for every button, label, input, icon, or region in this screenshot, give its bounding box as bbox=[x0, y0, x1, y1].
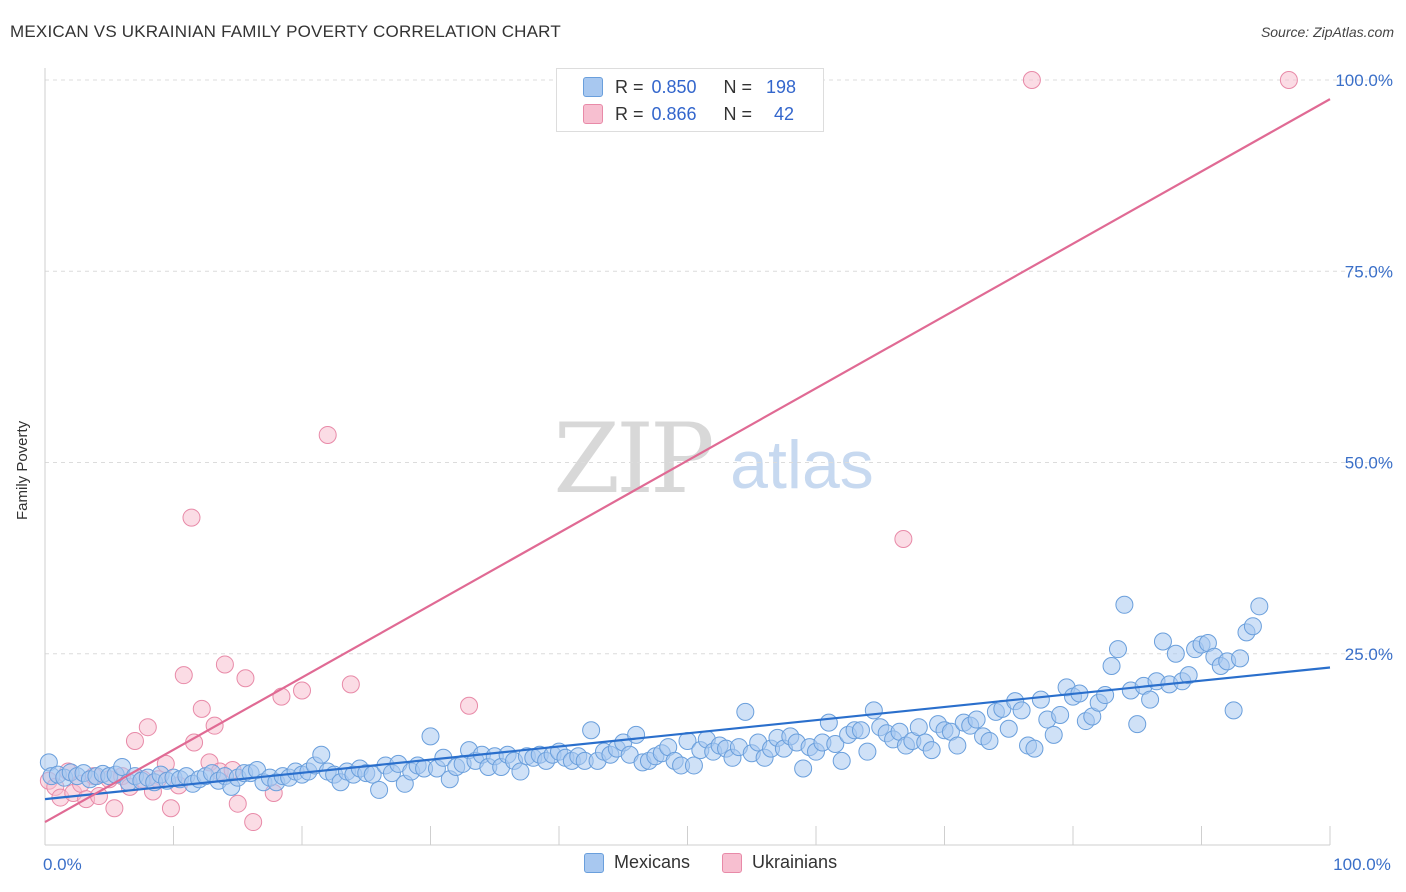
mexicans-point bbox=[1108, 640, 1127, 659]
mexicans-point bbox=[948, 736, 967, 755]
ukrainians-trendline bbox=[44, 98, 1331, 824]
legend-item-mexicans[interactable]: Mexicans bbox=[584, 852, 690, 873]
y-tick-label: 75.0% bbox=[1345, 262, 1393, 281]
mexicans-point bbox=[1166, 644, 1185, 663]
mexicans-swatch bbox=[584, 852, 604, 873]
ukrainians-point bbox=[1022, 71, 1041, 89]
legend-series: Mexicans Ukrainians bbox=[584, 852, 869, 873]
ukrainians-point bbox=[228, 794, 247, 813]
mexicans-point bbox=[922, 741, 941, 760]
y-tick-label: 50.0% bbox=[1345, 454, 1393, 473]
mexicans-point bbox=[421, 727, 440, 746]
ukrainians-point bbox=[182, 508, 201, 527]
mexicans-point bbox=[1044, 725, 1063, 744]
mexicans-point bbox=[794, 759, 813, 778]
mexicans-point bbox=[1025, 739, 1044, 758]
mexicans-point bbox=[736, 702, 755, 721]
ukrainians-point bbox=[174, 666, 193, 685]
mexicans-point bbox=[370, 780, 389, 799]
mexicans-point bbox=[858, 742, 877, 761]
legend-r-value: 0.866 bbox=[651, 103, 697, 124]
x-tick-label: 0.0% bbox=[43, 855, 82, 874]
legend-stats: R = 0.850 N = 198 R = 0.866 N = 42 bbox=[556, 68, 824, 132]
mexicans-point bbox=[1231, 649, 1250, 668]
y-tick-label: 100.0% bbox=[1335, 71, 1393, 90]
ukrainians-point bbox=[318, 425, 337, 444]
mexicans-point bbox=[582, 721, 601, 740]
legend-label-mexicans: Mexicans bbox=[614, 852, 691, 872]
legend-n-value: 198 bbox=[766, 76, 797, 97]
y-axis-label: Family Poverty bbox=[14, 420, 31, 520]
legend-n-label: N = bbox=[723, 76, 753, 97]
ukrainians-point bbox=[894, 530, 913, 548]
mexicans-point bbox=[1243, 617, 1262, 636]
ukrainians-point bbox=[215, 655, 234, 674]
ukrainians-point bbox=[236, 669, 255, 688]
mexicans-point bbox=[1224, 701, 1243, 720]
ukrainians-point bbox=[244, 813, 263, 832]
legend-r-label: R = bbox=[615, 76, 644, 97]
mexicans-point bbox=[832, 751, 851, 770]
ukrainians-point bbox=[105, 799, 124, 818]
mexicans-point bbox=[819, 713, 838, 732]
mexicans-point bbox=[1128, 715, 1147, 734]
legend-n-label: N = bbox=[723, 103, 753, 124]
mexicans-point bbox=[627, 725, 646, 744]
mexicans-point bbox=[980, 731, 999, 750]
chart-source: Source: ZipAtlas.com bbox=[1260, 24, 1394, 40]
mexicans-point bbox=[1051, 705, 1070, 724]
mexicans-point bbox=[684, 756, 703, 775]
mexicans-point bbox=[1012, 701, 1031, 720]
ukrainians-point bbox=[161, 799, 180, 818]
ukrainians-point bbox=[138, 718, 157, 737]
ukrainians-swatch bbox=[722, 852, 743, 873]
legend-item-ukrainians[interactable]: Ukrainians bbox=[722, 852, 837, 873]
mexicans-point bbox=[864, 701, 883, 720]
mexicans-point bbox=[1031, 690, 1050, 709]
ukrainians-swatch bbox=[583, 104, 603, 124]
legend-row-ukrainians: R = 0.866 N = 42 bbox=[583, 102, 794, 126]
mexicans-point bbox=[113, 757, 132, 776]
legend-n-value: 42 bbox=[774, 103, 795, 124]
mexicans-point bbox=[826, 735, 845, 754]
mexicans-point bbox=[851, 721, 870, 740]
ukrainians-point bbox=[1279, 71, 1298, 89]
ukrainians-point bbox=[460, 696, 479, 715]
legend-r-label: R = bbox=[615, 103, 644, 124]
watermark-atlas: atlas bbox=[730, 427, 874, 503]
chart-title: MEXICAN VS UKRAINIAN FAMILY POVERTY CORR… bbox=[10, 22, 561, 41]
mexicans-point bbox=[1153, 632, 1172, 651]
mexicans-trendline bbox=[44, 666, 1331, 801]
x-tick-label: 100.0% bbox=[1333, 855, 1391, 874]
mexicans-point bbox=[1141, 690, 1160, 709]
mexicans-point bbox=[967, 710, 986, 729]
mexicans-point bbox=[1115, 595, 1134, 614]
mexicans-point bbox=[1179, 666, 1198, 685]
mexicans-point bbox=[1102, 656, 1121, 675]
ukrainians-point bbox=[192, 699, 211, 718]
ukrainians-point bbox=[272, 687, 291, 706]
mexicans-point bbox=[511, 762, 530, 781]
legend-r-value: 0.850 bbox=[651, 76, 697, 97]
ukrainians-point bbox=[293, 681, 311, 700]
legend-row-mexicans: R = 0.850 N = 198 bbox=[583, 75, 796, 99]
legend-label-ukrainians: Ukrainians bbox=[752, 852, 838, 872]
y-tick-label: 25.0% bbox=[1345, 645, 1393, 664]
mexicans-swatch bbox=[583, 77, 603, 97]
ukrainians-point bbox=[341, 675, 360, 694]
ukrainians-point bbox=[125, 731, 144, 750]
mexicans-point bbox=[999, 719, 1018, 738]
mexicans-point bbox=[909, 718, 928, 737]
mexicans-point bbox=[312, 745, 331, 764]
mexicans-point bbox=[1250, 597, 1269, 616]
